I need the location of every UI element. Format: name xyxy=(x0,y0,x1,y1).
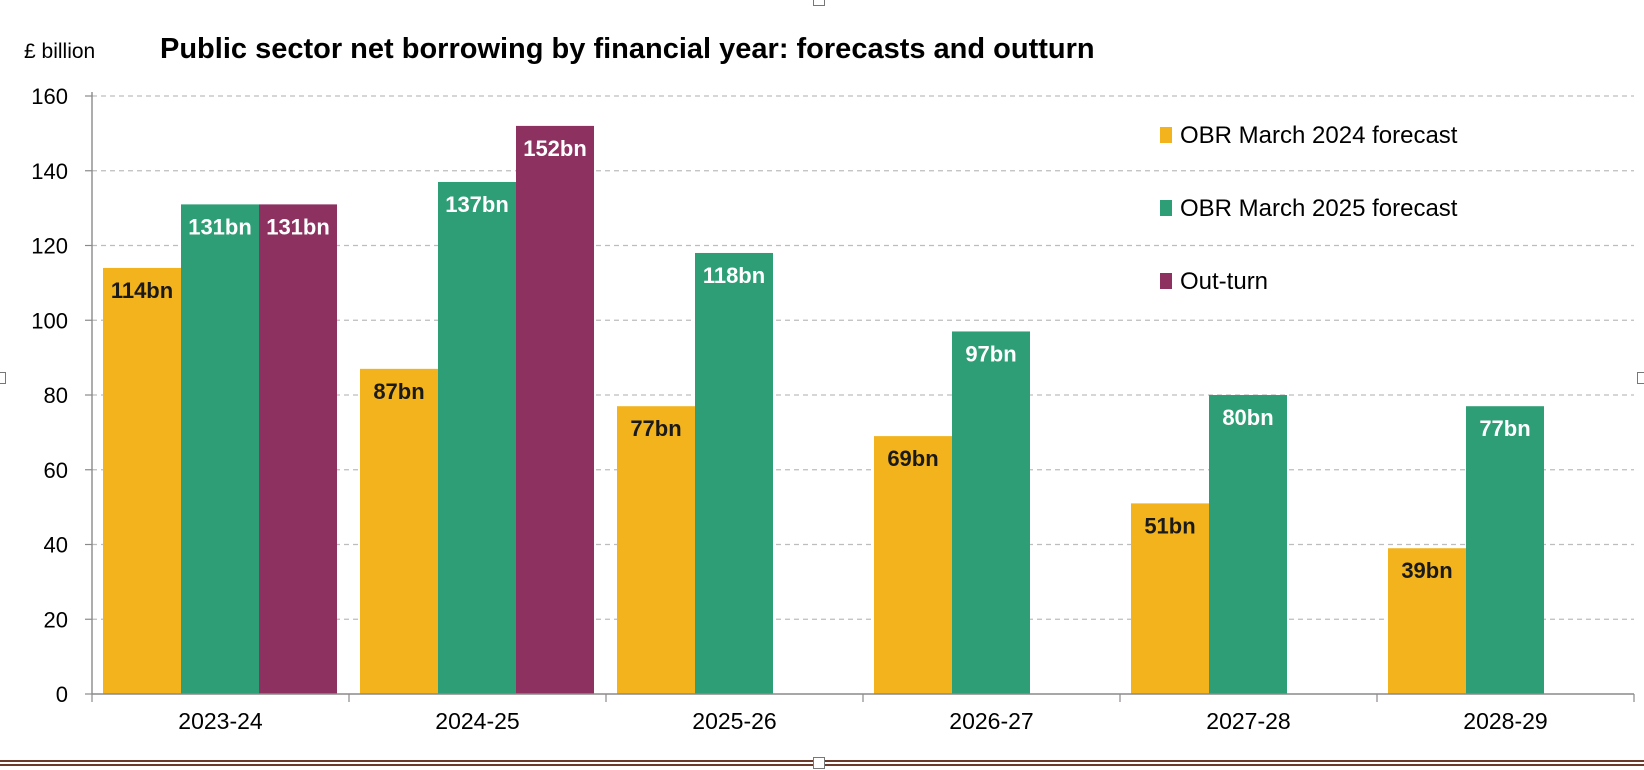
data-label: 87bn xyxy=(373,379,424,404)
y-tick-label: 40 xyxy=(44,533,68,558)
y-tick-label: 60 xyxy=(44,458,68,483)
y-tick-label: 160 xyxy=(31,84,68,109)
bar xyxy=(259,204,337,694)
bar xyxy=(1466,406,1544,694)
y-tick-label: 20 xyxy=(44,607,68,632)
resize-handle-bottom[interactable] xyxy=(813,757,825,769)
data-label: 77bn xyxy=(1479,416,1530,441)
data-label: 114bn xyxy=(111,278,173,303)
legend: OBR March 2024 forecast OBR March 2025 fo… xyxy=(1160,122,1458,295)
data-label: 69bn xyxy=(887,446,938,471)
bar xyxy=(1209,395,1287,694)
gridlines xyxy=(92,95,1634,620)
legend-label: Out-turn xyxy=(1180,268,1268,295)
x-tick-label: 2025-26 xyxy=(692,708,776,734)
bar xyxy=(181,204,259,694)
data-label: 137bn xyxy=(445,192,509,217)
bars xyxy=(103,125,1544,694)
data-label: 51bn xyxy=(1144,513,1195,538)
resize-handle-top[interactable] xyxy=(813,0,825,6)
data-label: 131bn xyxy=(266,214,330,239)
bar xyxy=(874,436,952,694)
data-label: 97bn xyxy=(965,341,1016,366)
data-label: 118bn xyxy=(703,263,765,288)
x-tick-label: 2028-29 xyxy=(1463,708,1547,734)
y-tick-label: 80 xyxy=(44,383,68,408)
legend-label: OBR March 2024 forecast xyxy=(1180,122,1458,149)
resize-handle-left[interactable] xyxy=(0,372,6,384)
bar xyxy=(438,181,516,694)
y-axis-label: £ billion xyxy=(24,40,95,63)
bar xyxy=(952,331,1030,694)
legend-swatch xyxy=(1160,200,1172,216)
x-tick-label: 2026-27 xyxy=(949,708,1033,734)
data-label: 39bn xyxy=(1401,558,1452,583)
data-label: 77bn xyxy=(630,416,681,441)
y-tick-label: 140 xyxy=(31,159,68,184)
bar xyxy=(1388,548,1466,694)
y-tick-label: 120 xyxy=(31,234,68,259)
bar xyxy=(1131,503,1209,694)
x-tick-label: 2023-24 xyxy=(178,708,263,734)
bar xyxy=(516,125,594,694)
legend-swatch xyxy=(1160,273,1172,289)
bar xyxy=(103,267,181,694)
x-tick-label: 2024-25 xyxy=(435,708,519,734)
axes: 0 20 40 60 80 100 120 140 160 2023-24 2024-25 2025-… xyxy=(31,84,1635,734)
bar xyxy=(617,406,695,694)
data-labels: 114bn 131bn 131bn 87bn 137bn 152bn 77bn 118bn 69… xyxy=(111,136,1531,583)
bar xyxy=(695,252,773,694)
data-label: 80bn xyxy=(1222,405,1273,430)
y-tick-label: 100 xyxy=(31,308,68,333)
bar xyxy=(360,368,438,694)
resize-handle-right[interactable] xyxy=(1637,372,1644,384)
chart-title: Public sector net borrowing by financial… xyxy=(160,33,1095,65)
x-tick-label: 2027-28 xyxy=(1206,708,1290,734)
legend-label: OBR March 2025 forecast xyxy=(1180,195,1458,222)
legend-swatch xyxy=(1160,127,1172,143)
data-label: 131bn xyxy=(188,214,252,239)
y-tick-label: 0 xyxy=(56,682,68,707)
data-label: 152bn xyxy=(523,136,587,161)
